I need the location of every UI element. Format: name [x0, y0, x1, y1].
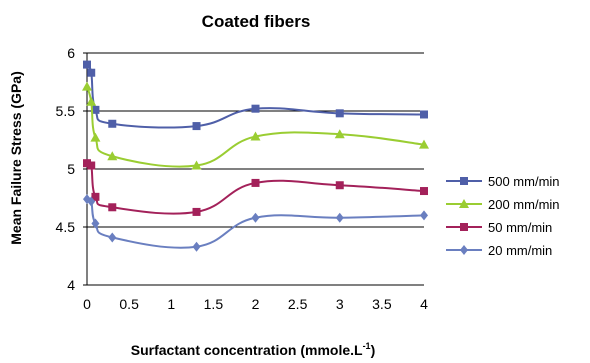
data-point [91, 192, 100, 201]
legend-marker [460, 223, 468, 231]
chart-title: Coated fibers [202, 12, 311, 31]
data-point [335, 212, 344, 223]
legend-marker [460, 245, 468, 255]
data-point [83, 159, 91, 168]
x-tick-label: 2 [252, 296, 260, 312]
legend-item: 20 mm/min [446, 243, 552, 258]
legend-label: 500 mm/min [488, 174, 560, 189]
y-tick-label: 4.5 [56, 219, 76, 235]
series-line [86, 197, 425, 249]
y-tick-label: 6 [67, 45, 75, 61]
data-point [335, 181, 344, 190]
data-point [334, 129, 345, 139]
legend-marker [460, 177, 468, 185]
x-axis-label: Surfactant concentration (mmole.L-1) [131, 341, 376, 358]
y-tick-label: 5 [67, 161, 75, 177]
data-point [83, 60, 91, 69]
x-tick-label: 1 [167, 296, 175, 312]
data-point [87, 196, 96, 207]
legend-label: 50 mm/min [488, 220, 552, 235]
y-tick-label: 4 [67, 277, 75, 293]
data-point [192, 122, 201, 131]
y-axis-label: Mean Failure Stress (GPa) [8, 71, 24, 245]
data-point [191, 160, 202, 170]
series-line [86, 160, 425, 215]
data-point [192, 207, 201, 216]
data-point [251, 178, 260, 187]
series-line [86, 63, 425, 129]
x-tick-label: 3 [336, 296, 344, 312]
data-point [419, 139, 429, 149]
data-point [420, 187, 428, 196]
legend-item: 50 mm/min [446, 220, 552, 235]
series-0 [83, 60, 428, 131]
data-point [107, 151, 118, 161]
legend-item: 200 mm/min [446, 197, 560, 212]
data-point [87, 68, 96, 77]
data-point [86, 96, 97, 106]
x-tick-label: 1.5 [204, 296, 224, 312]
x-tick-label: 3.5 [372, 296, 392, 312]
data-point [91, 105, 100, 114]
series-1 [82, 81, 429, 170]
legend-item: 500 mm/min [446, 174, 560, 189]
legend-label: 200 mm/min [488, 197, 560, 212]
legend-label: 20 mm/min [488, 243, 552, 258]
data-point [420, 110, 428, 119]
x-tick-label: 0 [83, 296, 91, 312]
data-point [90, 132, 101, 142]
series-2 [83, 159, 428, 216]
data-point [87, 161, 96, 170]
data-point [108, 119, 117, 128]
series-3 [83, 194, 428, 252]
data-point [82, 81, 92, 91]
data-point [192, 241, 201, 252]
data-point [251, 104, 260, 113]
x-tick-label: 2.5 [288, 296, 308, 312]
data-point [250, 131, 261, 141]
data-point [335, 109, 344, 118]
x-tick-label: 0.5 [119, 296, 139, 312]
data-point [91, 218, 100, 229]
legend-marker [459, 199, 469, 208]
data-point [108, 232, 117, 243]
y-tick-label: 5.5 [56, 103, 76, 119]
data-point [251, 212, 260, 223]
data-point [108, 203, 117, 212]
data-point [420, 210, 428, 221]
x-tick-label: 4 [420, 296, 428, 312]
